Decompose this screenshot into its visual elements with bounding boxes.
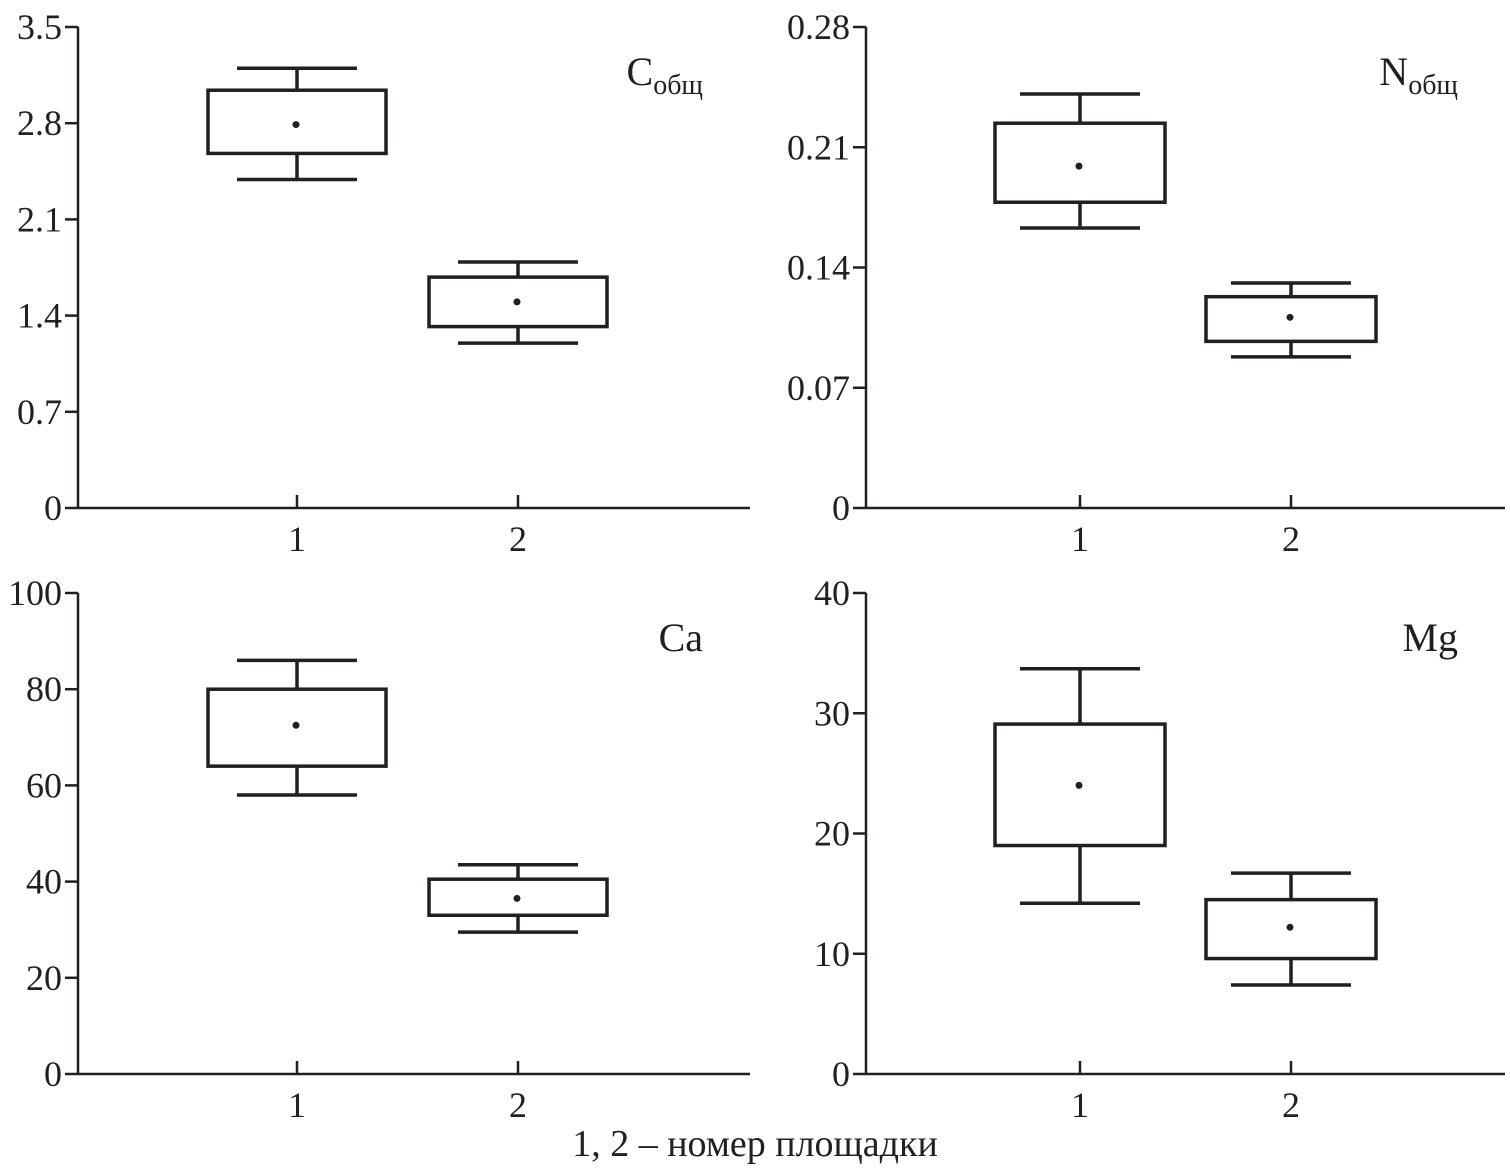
y-tick-label: 100 [8,573,62,613]
box-rect [1204,294,1378,344]
y-tick-label: 40 [814,573,850,613]
y-tick-label: 10 [814,934,850,974]
panel-2: 0 0.07 0.14 0.21 0.28 1 2 Nобщ [787,7,1505,559]
y-tick-label: 20 [26,958,62,998]
panel-label: Nобщ [1379,49,1458,101]
y-tick-label: 0.7 [17,392,62,432]
x-tick-label: 1 [1071,519,1089,559]
panel-3: 0 20 40 60 80 100 1 2 Ca [8,573,750,1125]
y-tick-label: 60 [26,765,62,805]
box-rect [206,88,388,156]
x-axis-caption: 1, 2 – номер площадки [572,1123,938,1165]
y-tick-label: 3.5 [17,7,62,47]
y-tick-label: 2.1 [17,199,62,239]
box-1 [993,92,1167,230]
y-tick-label: 1.4 [17,296,62,336]
mean-point [1286,313,1294,321]
x-tick-label: 2 [1282,519,1300,559]
y-tick-label: 0.28 [787,7,850,47]
y-tick-label: 0.21 [787,127,850,167]
y-tick-label: 30 [814,693,850,733]
box-1 [993,667,1167,905]
x-tick-label: 1 [1071,1085,1089,1125]
box-rect [993,121,1167,204]
y-tick-label: 0 [44,1054,62,1094]
y-tick-label: 0.07 [787,368,850,408]
panel-label: Cобщ [627,49,704,101]
y-tick-label: 80 [26,669,62,709]
y-tick-label: 40 [26,862,62,902]
panel-1: 0 0.7 1.4 2.1 2.8 3.5 1 2 Cобщ [17,7,750,559]
x-tick-label: 1 [288,1085,306,1125]
box-rect [206,687,388,768]
box-rect [427,275,609,329]
box-1 [206,66,388,182]
mean-point [513,298,521,306]
x-tick-label: 2 [509,1085,527,1125]
box-1 [206,658,388,797]
box-rect [1204,897,1378,961]
y-tick-label: 20 [814,814,850,854]
box-2 [1204,281,1378,359]
box-rect [427,877,609,918]
mean-point [1286,923,1294,931]
box-2 [427,260,609,345]
box-2 [427,863,609,934]
y-tick-label: 0 [832,1054,850,1094]
y-tick-label: 0 [832,488,850,528]
panel-label: Mg [1402,615,1458,660]
mean-point [292,121,300,129]
x-tick-label: 1 [288,519,306,559]
x-tick-label: 2 [1282,1085,1300,1125]
panel-4: 0 10 20 30 40 1 2 Mg [814,573,1505,1125]
y-tick-label: 0.14 [787,248,850,288]
mean-point [513,894,521,902]
y-tick-label: 2.8 [17,103,62,143]
box-2 [1204,871,1378,987]
mean-point [1075,162,1083,170]
panel-label: Ca [659,615,704,660]
box-rect [993,722,1167,848]
x-tick-label: 2 [509,519,527,559]
mean-point [1075,781,1083,789]
mean-point [292,721,300,729]
y-tick-label: 0 [44,488,62,528]
